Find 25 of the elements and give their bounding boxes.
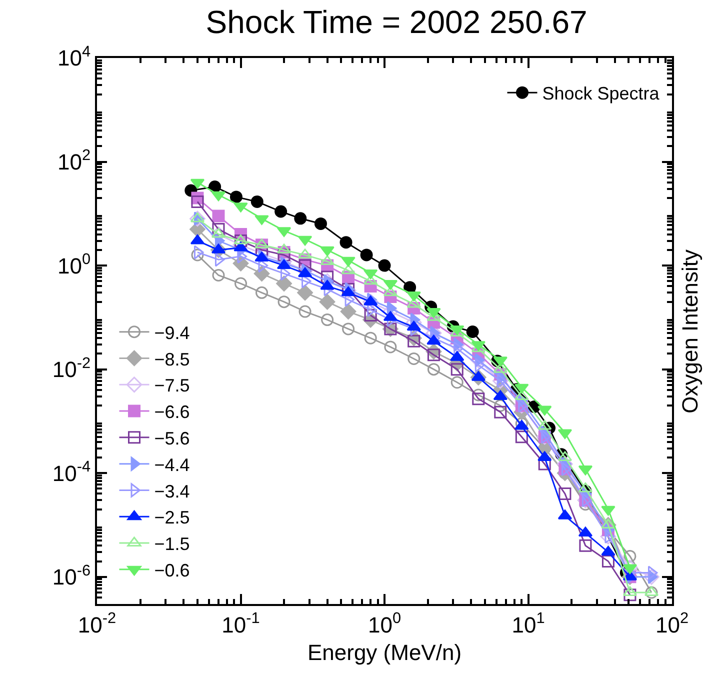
legend-label: −4.4 (154, 454, 190, 475)
legend-label: −1.5 (154, 534, 190, 554)
y-tick-label: 10$^{-6}$ (52, 562, 91, 590)
legend-label: −5.6 (154, 428, 190, 448)
y-tick-label: 10$^{2}$ (58, 147, 91, 174)
legend-label: −9.4 (154, 322, 190, 343)
y-tick-label: 10$^{-2}$ (52, 354, 91, 382)
x-tick-label: 10$^{2}$ (655, 610, 689, 638)
legend-label: −7.5 (154, 376, 190, 396)
legend-label: −3.4 (154, 481, 190, 502)
legend-label: −2.5 (154, 508, 190, 528)
x-tick-label: 10$^{0}$ (368, 610, 402, 638)
x-tick-label: 10$^{-2}$ (78, 610, 116, 638)
x-axis-title: Energy (MeV/n) (307, 640, 462, 665)
legend-label: −0.6 (154, 560, 190, 580)
y-tick-label: 10$^{-4}$ (52, 458, 92, 486)
y-tick-label: 10$^{0}$ (58, 251, 91, 278)
x-tick-label: 10$^{-1}$ (222, 610, 260, 638)
x-tick-label: 10$^{1}$ (512, 610, 545, 638)
y-tick-label: 10$^{4}$ (58, 43, 92, 71)
y-axis-title: Oxygen Intensity (677, 250, 702, 414)
legend-label: −8.5 (154, 349, 190, 370)
chart-title: Shock Time = 2002 250.67 (206, 4, 588, 40)
legend-label: −6.6 (154, 402, 190, 422)
legend-label: Shock Spectra (542, 84, 660, 104)
